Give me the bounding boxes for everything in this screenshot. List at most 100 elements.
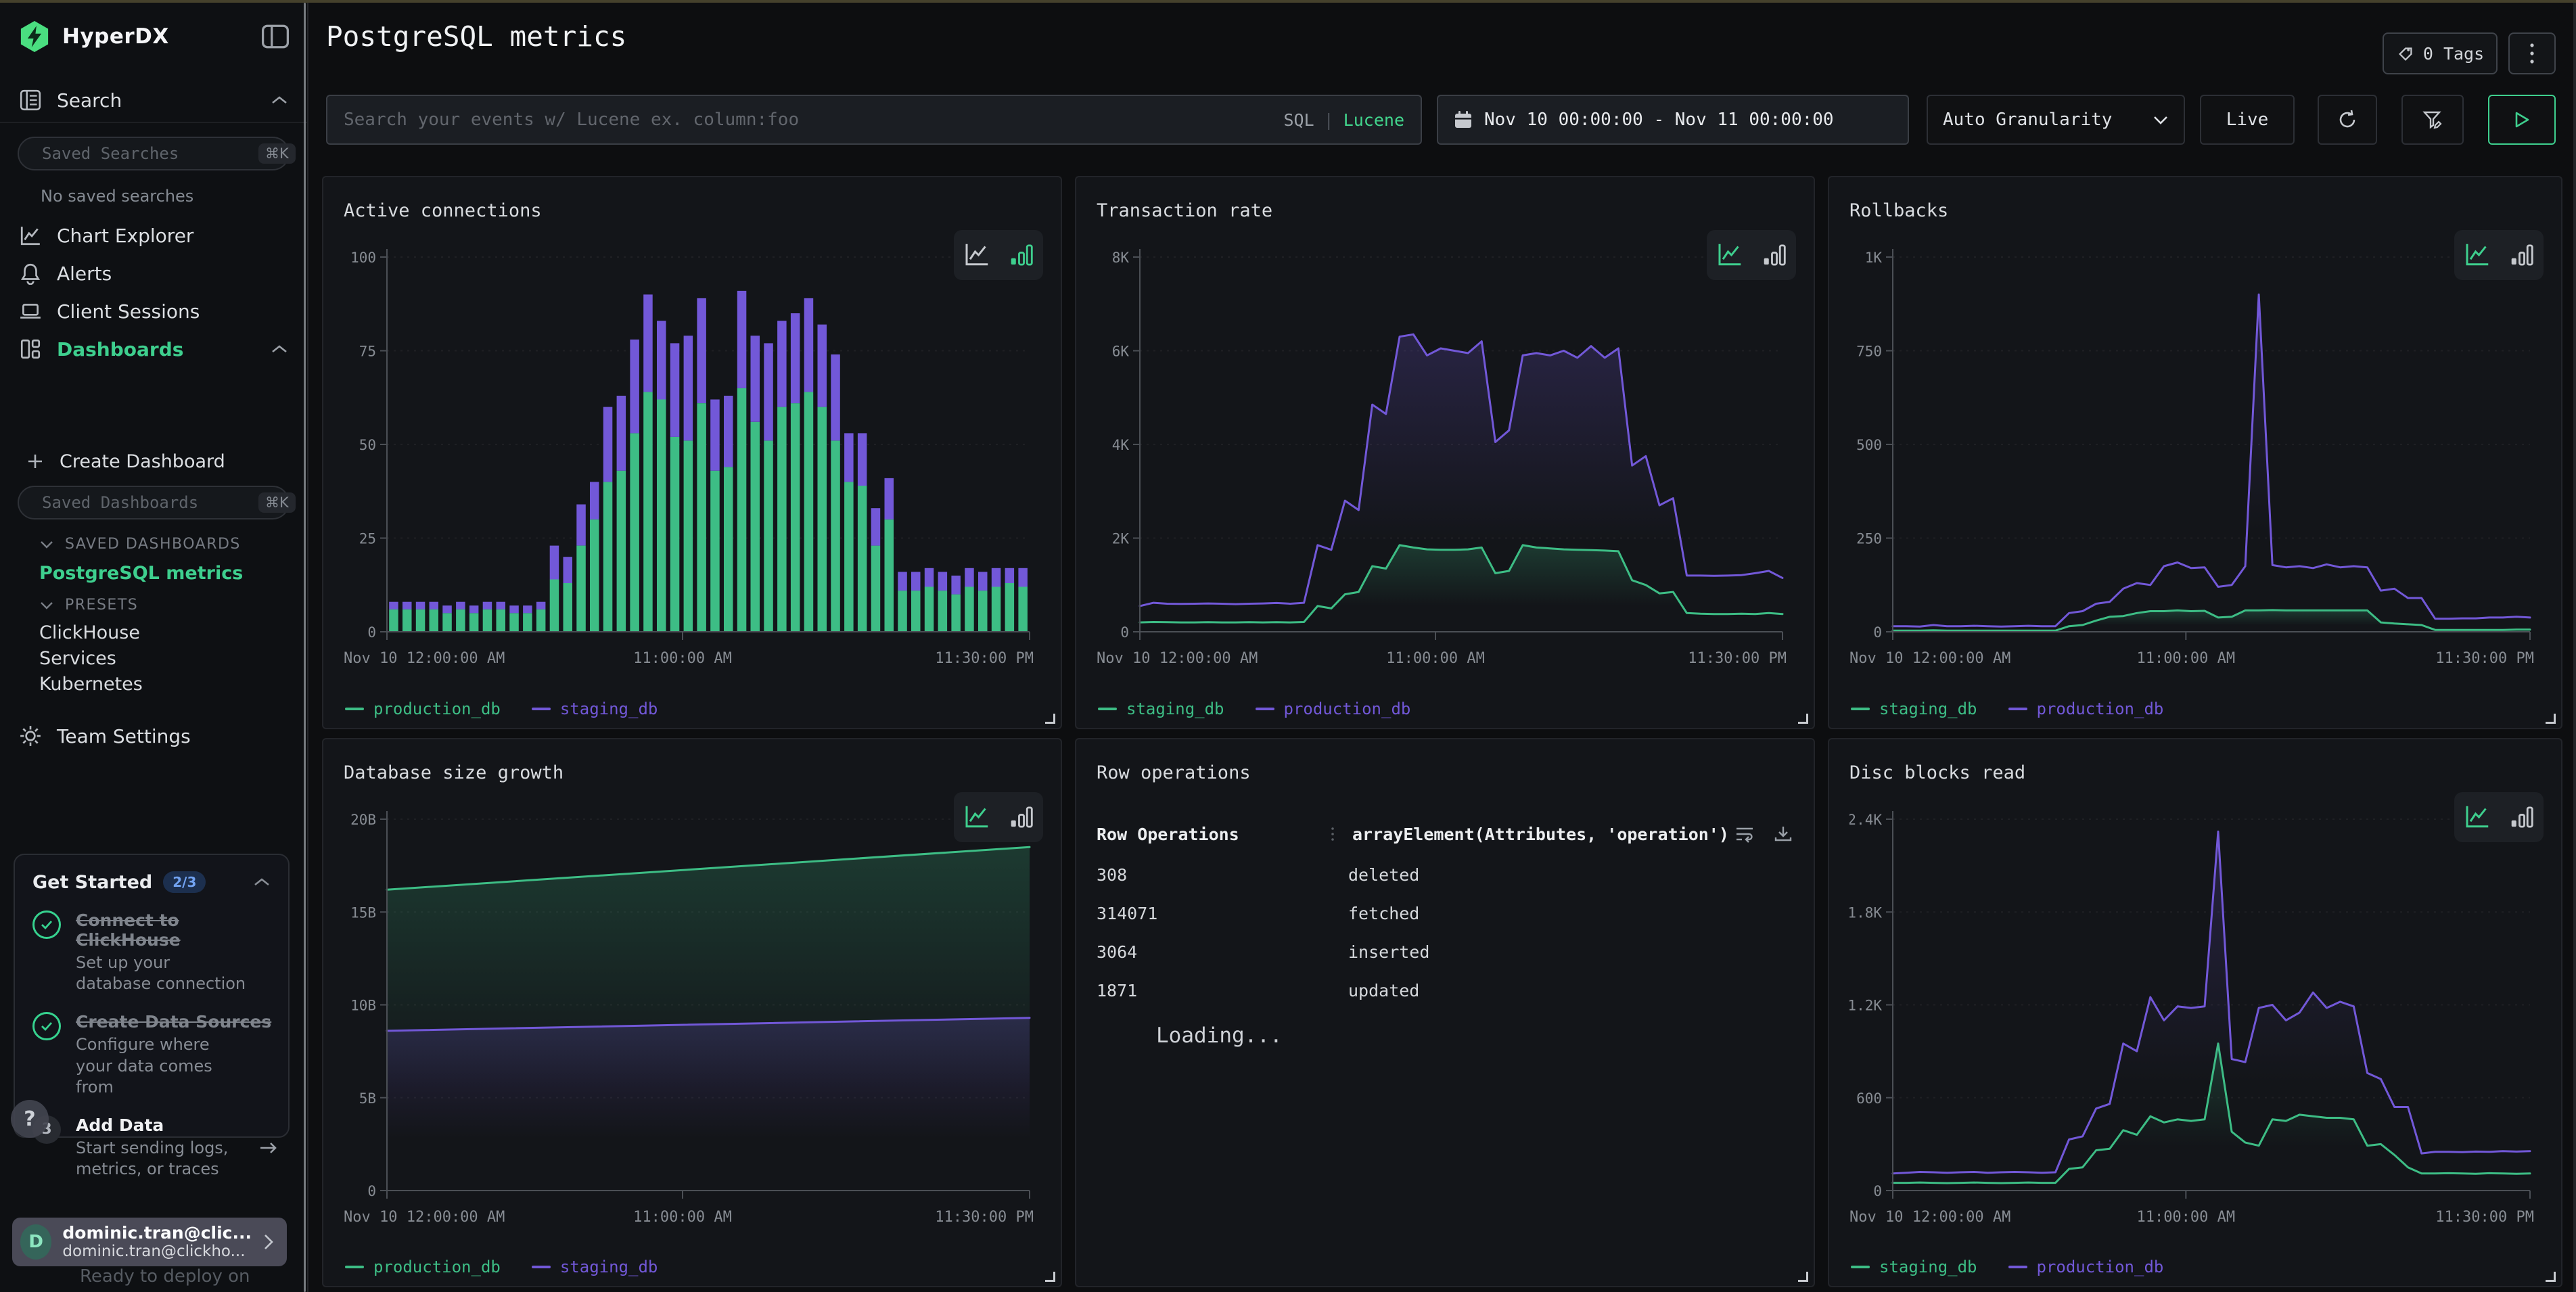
legend-item-production_db[interactable]: production_db (2008, 699, 2163, 718)
svg-text:Nov 10 12:00:00 AM: Nov 10 12:00:00 AM (1849, 1209, 2010, 1226)
panel-resize-handle[interactable] (1045, 714, 1055, 724)
row-value: 314071 (1097, 904, 1158, 923)
line-view-button[interactable] (1715, 241, 1745, 269)
event-search-input[interactable] (344, 110, 1273, 130)
rollbacks-chart[interactable]: 0 250 500 750 1K Nov 10 12:00:00 AM 11:00:00 A… (1849, 239, 2541, 679)
panel-resize-handle[interactable] (2546, 714, 2556, 724)
bar-view-button[interactable] (2508, 804, 2535, 831)
get-started-item-sources[interactable]: Create Data Sources Configure where your… (32, 1012, 271, 1098)
legend-item-production_db[interactable]: production_db (345, 1258, 501, 1276)
legend-label: production_db (373, 699, 501, 718)
column-header-row-operations[interactable]: Row Operations (1097, 824, 1239, 844)
table-row[interactable]: 308 deleted (1097, 856, 1793, 894)
chevron-up-icon[interactable] (271, 344, 288, 354)
sidebar-item-chart-explorer[interactable]: Chart Explorer (19, 218, 288, 253)
disc-blocks-read-chart[interactable]: 0 600 1.2K 1.8K 2.4K Nov 10 12:00:00 AM 11:00:… (1847, 802, 2541, 1238)
bar-view-button[interactable] (1008, 241, 1035, 269)
get-started-item-add-data[interactable]: 3 Add Data Start sending logs, metrics, … (32, 1115, 277, 1180)
bar-view-button[interactable] (1761, 241, 1788, 269)
tags-button[interactable]: 0 Tags (2383, 32, 2498, 74)
database-size-growth-chart[interactable]: 0 5B 10B 15B 20B Nov 10 12:00:00 AM 11:00:00 A… (344, 802, 1040, 1238)
page-title: PostgreSQL metrics (326, 20, 627, 53)
chevron-up-icon[interactable] (253, 877, 271, 887)
sidebar-dashboard-postgresql-metrics[interactable]: PostgreSQL metrics (39, 563, 244, 584)
bar-view-button[interactable] (1008, 804, 1035, 831)
sidebar-item-search[interactable]: Search (19, 83, 288, 118)
granularity-dropdown[interactable]: Auto Granularity (1927, 95, 2185, 145)
live-button[interactable]: Live (2200, 95, 2295, 145)
bar-view-button[interactable] (2508, 241, 2535, 269)
sidebar-scrollbar[interactable] (304, 3, 306, 1292)
column-resize-handle-icon[interactable] (1331, 825, 1335, 843)
saved-dashboards-search[interactable]: ⌘K (18, 486, 296, 520)
run-query-button[interactable] (2488, 95, 2556, 145)
panel-resize-handle[interactable] (1045, 1272, 1055, 1282)
sidebar-item-team-settings[interactable]: Team Settings (19, 718, 288, 754)
legend-item-production_db[interactable]: production_db (2008, 1258, 2163, 1276)
sidebar-collapse-icon[interactable] (260, 22, 291, 51)
legend-item-staging_db[interactable]: staging_db (1098, 699, 1224, 718)
panel-transaction-rate: Transaction rate 0 2K 4K 6K 8K Nov 10 12:00:0… (1075, 176, 1815, 729)
transaction-rate-chart[interactable]: 0 2K 4K 6K 8K Nov 10 12:00:00 AM 11:00:00 AM 11… (1097, 239, 1793, 679)
sidebar-preset-services[interactable]: Services (39, 648, 116, 669)
svg-text:250: 250 (1856, 531, 1882, 547)
table-row[interactable]: 314071 fetched (1097, 894, 1793, 933)
panel-disc-blocks-read: Disc blocks read 0 600 1.2K 1.8K 2.4K Nov 10 … (1828, 738, 2562, 1287)
panel-resize-handle[interactable] (2546, 1272, 2556, 1282)
svg-text:2K: 2K (1112, 531, 1130, 547)
wrap-text-icon[interactable] (1734, 824, 1755, 844)
legend-item-staging_db[interactable]: staging_db (531, 699, 658, 718)
download-icon[interactable] (1773, 824, 1793, 844)
table-row[interactable]: 1871 updated (1097, 971, 1793, 1010)
legend-item-staging_db[interactable]: staging_db (531, 1258, 658, 1276)
sidebar-item-label: Team Settings (57, 724, 191, 747)
get-started-item-connect[interactable]: Connect to ClickHouse Set up your databa… (32, 910, 271, 994)
panel-resize-handle[interactable] (1798, 1272, 1808, 1282)
saved-dashboards-input[interactable] (42, 493, 249, 512)
legend-item-production_db[interactable]: production_db (1255, 699, 1410, 718)
check-circle-icon (32, 910, 61, 939)
date-range-picker[interactable]: Nov 10 00:00:00 - Nov 11 00:00:00 (1437, 95, 1909, 145)
sidebar-preset-clickhouse[interactable]: ClickHouse (39, 622, 140, 643)
arrow-right-icon[interactable] (258, 1140, 279, 1155)
shortcut-badge: ⌘K (258, 143, 296, 164)
panel-resize-handle[interactable] (1798, 714, 1808, 724)
presets-section[interactable]: PRESETS (39, 597, 138, 614)
dashboard-menu-button[interactable] (2508, 32, 2556, 74)
svg-text:10B: 10B (350, 998, 376, 1014)
calendar-icon (1455, 111, 1471, 128)
column-header-operation-expr[interactable]: arrayElement(Attributes, 'operation') (1352, 824, 1729, 844)
sidebar-item-alerts[interactable]: Alerts (19, 256, 288, 291)
sql-mode-toggle[interactable]: SQL (1283, 110, 1314, 130)
saved-dashboards-section[interactable]: SAVED DASHBOARDS (39, 536, 241, 553)
svg-text:Nov 10 12:00:00 AM: Nov 10 12:00:00 AM (1097, 650, 1258, 667)
saved-searches-search[interactable]: ⌘K (18, 137, 296, 170)
active-connections-chart[interactable]: 0 25 50 75 100 Nov 10 12:00:00 AM 11:00:00 AM 1… (344, 239, 1040, 679)
window-scrollbar[interactable] (2573, 3, 2576, 1292)
legend-item-production_db[interactable]: production_db (345, 699, 501, 718)
svg-text:Nov 10 12:00:00 AM: Nov 10 12:00:00 AM (1849, 650, 2010, 667)
svg-text:750: 750 (1856, 344, 1882, 360)
create-dashboard-button[interactable]: Create Dashboard (26, 444, 288, 479)
legend-item-staging_db[interactable]: staging_db (1851, 1258, 1977, 1276)
svg-text:1.2K: 1.2K (1849, 998, 1882, 1014)
user-profile-chip[interactable]: D dominic.tran@clic... dominic.tran@clic… (12, 1218, 287, 1266)
sidebar-item-client-sessions[interactable]: Client Sessions (19, 294, 288, 329)
lucene-mode-toggle[interactable]: Lucene (1343, 110, 1404, 130)
row-value: 308 (1097, 865, 1128, 885)
refresh-button[interactable] (2318, 95, 2377, 145)
help-button[interactable]: ? (11, 1100, 49, 1138)
filter-button[interactable] (2401, 95, 2464, 145)
table-row[interactable]: 3064 inserted (1097, 933, 1793, 971)
line-view-button[interactable] (2462, 241, 2492, 269)
event-search-bar[interactable]: SQL | Lucene (326, 95, 1422, 145)
mode-divider: | (1323, 110, 1334, 130)
sidebar-item-dashboards[interactable]: Dashboards (19, 331, 288, 367)
legend-item-staging_db[interactable]: staging_db (1851, 699, 1977, 718)
chevron-up-icon[interactable] (271, 95, 288, 106)
saved-searches-input[interactable] (42, 144, 249, 163)
sidebar-preset-kubernetes[interactable]: Kubernetes (39, 674, 143, 695)
line-view-button[interactable] (962, 241, 992, 269)
line-view-button[interactable] (962, 804, 992, 831)
line-view-button[interactable] (2462, 804, 2492, 831)
